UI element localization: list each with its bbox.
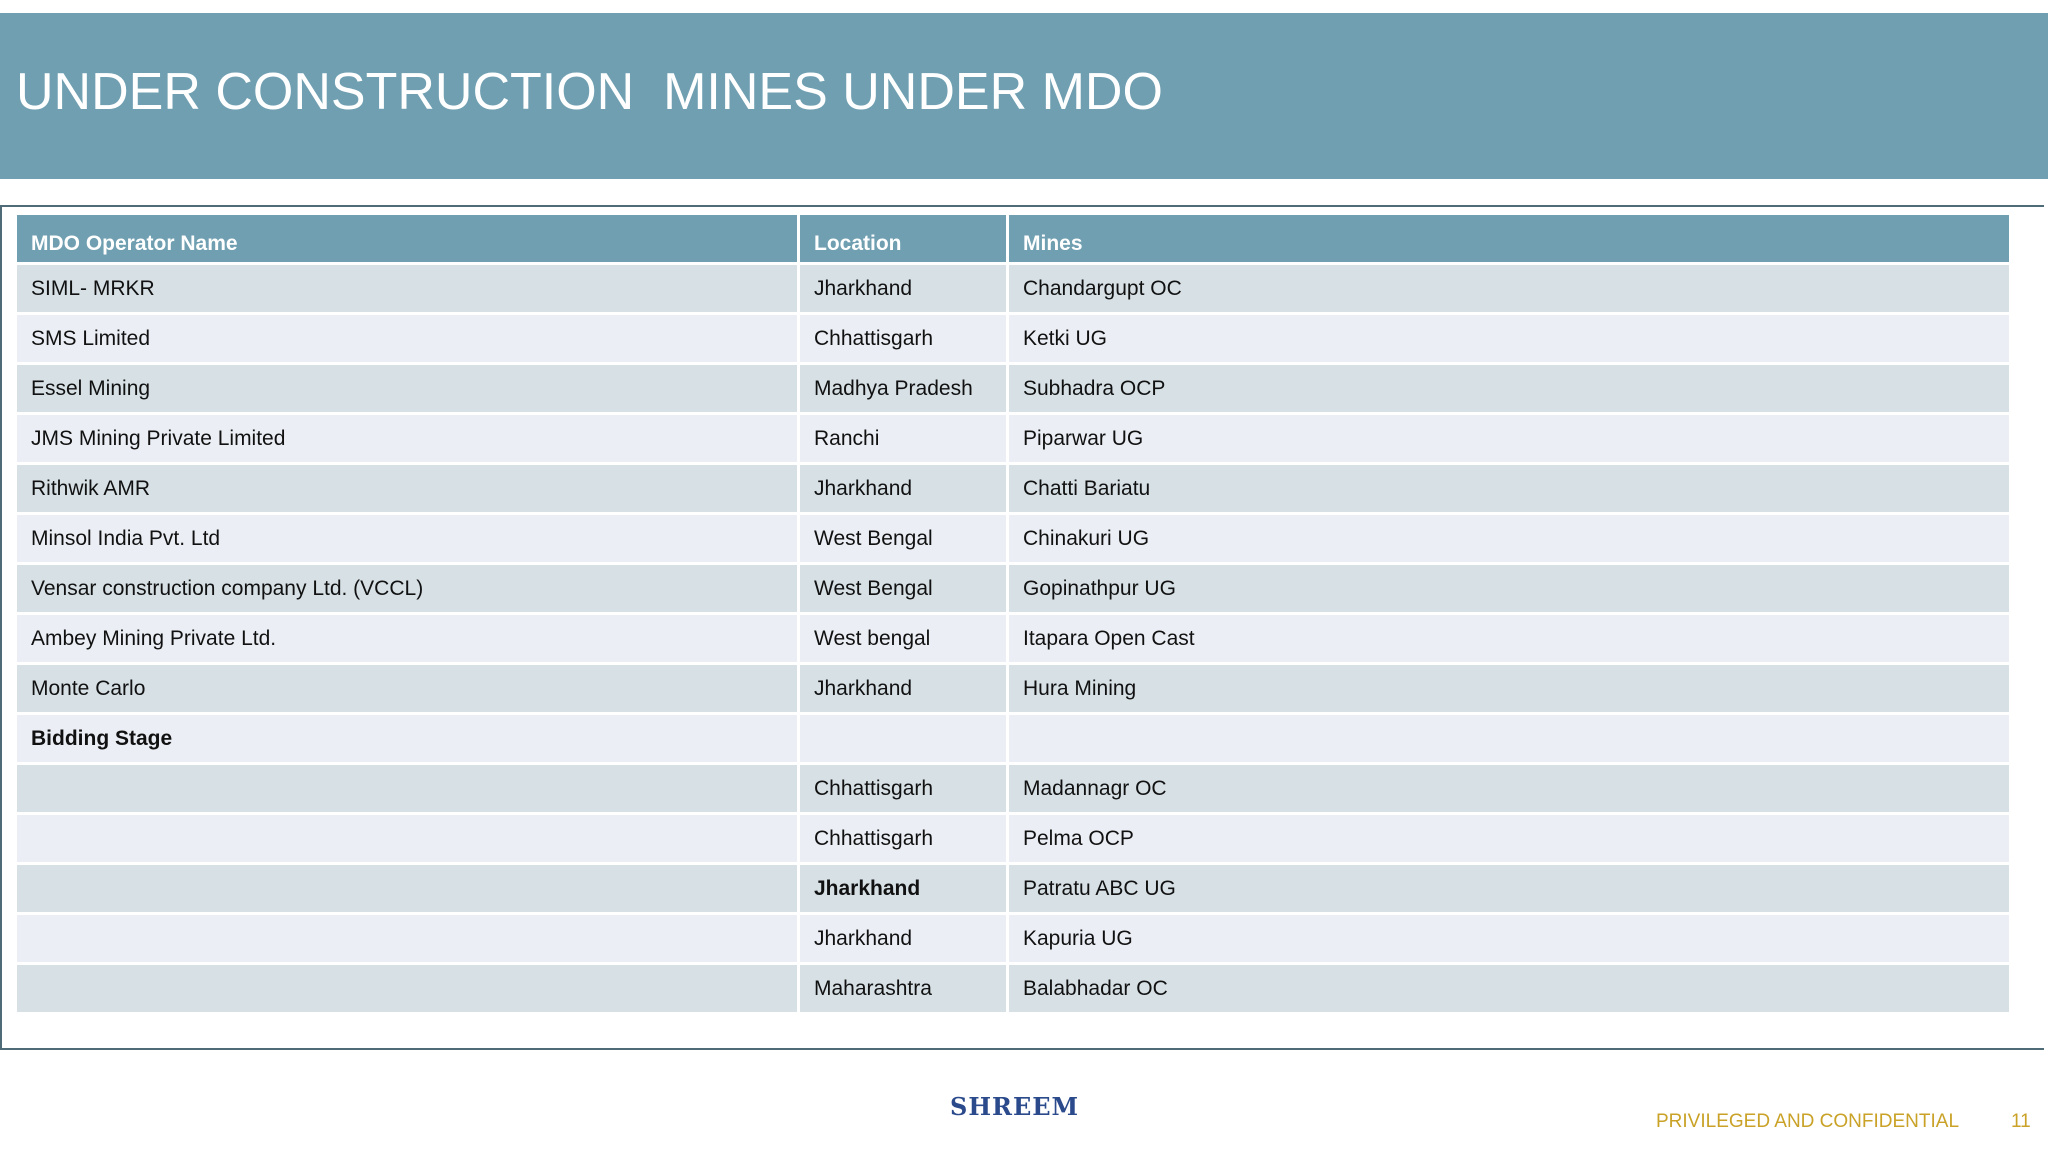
table-row: Rithwik AMR Jharkhand Chatti Bariatu <box>17 465 2009 512</box>
column-header: Mines <box>1009 215 2009 262</box>
table-cell: Piparwar UG <box>1009 415 2009 462</box>
table-cell <box>17 865 797 912</box>
table-frame <box>0 205 2044 1050</box>
table-cell: Subhadra OCP <box>1009 365 2009 412</box>
header-row: MDO Operator Name Location Mines <box>17 215 2009 262</box>
confidential-notice: PRIVILEGED AND CONFIDENTIAL <box>1656 1111 1960 1132</box>
table-cell: Jharkhand <box>800 265 1006 312</box>
table-cell: Kapuria UG <box>1009 915 2009 962</box>
table-row: Jharkhand Patratu ABC UG <box>17 865 2009 912</box>
table-row: Jharkhand Kapuria UG <box>17 915 2009 962</box>
table-cell: Essel Mining <box>17 365 797 412</box>
table-cell: SIML- MRKR <box>17 265 797 312</box>
table-cell: Pelma OCP <box>1009 815 2009 862</box>
table-row: Vensar construction company Ltd. (VCCL) W… <box>17 565 2009 612</box>
table-cell: Jharkhand <box>800 865 1006 912</box>
table-body: SIML- MRKR Jharkhand Chandargupt OC SMS Lim… <box>17 265 2009 1012</box>
table-cell <box>800 715 1006 762</box>
table-cell: Madhya Pradesh <box>800 365 1006 412</box>
table-cell: Jharkhand <box>800 915 1006 962</box>
table-cell: Hura Mining <box>1009 665 2009 712</box>
table-cell: Chinakuri UG <box>1009 515 2009 562</box>
table-row: JMS Mining Private Limited Ranchi Piparwar… <box>17 415 2009 462</box>
table-row: Maharashtra Balabhadar OC <box>17 965 2009 1012</box>
mines-table: MDO Operator Name Location Mines SIML- MRK… <box>14 212 2012 1015</box>
table-cell: West Bengal <box>800 515 1006 562</box>
table-cell: SMS Limited <box>17 315 797 362</box>
table-row: Ambey Mining Private Ltd. West bengal Itap… <box>17 615 2009 662</box>
table-cell: Chhattisgarh <box>800 315 1006 362</box>
table-cell <box>17 815 797 862</box>
table-cell: JMS Mining Private Limited <box>17 415 797 462</box>
column-header: MDO Operator Name <box>17 215 797 262</box>
table-cell: Chhattisgarh <box>800 765 1006 812</box>
table-cell: Monte Carlo <box>17 665 797 712</box>
table-cell <box>1009 715 2009 762</box>
table-cell: Rithwik AMR <box>17 465 797 512</box>
table-row: Chhattisgarh Pelma OCP <box>17 815 2009 862</box>
title: UNDER CONSTRUCTION MINES UNDER MDO <box>16 63 1163 121</box>
table-cell: Minsol India Pvt. Ltd <box>17 515 797 562</box>
table-cell: Ketki UG <box>1009 315 2009 362</box>
table-cell: Gopinathpur UG <box>1009 565 2009 612</box>
table-cell: Patratu ABC UG <box>1009 865 2009 912</box>
table-cell: Jharkhand <box>800 465 1006 512</box>
table-row: SMS Limited Chhattisgarh Ketki UG <box>17 315 2009 362</box>
table-cell <box>17 965 797 1012</box>
table-cell: Itapara Open Cast <box>1009 615 2009 662</box>
table-cell: Chhattisgarh <box>800 815 1006 862</box>
table-cell: Vensar construction company Ltd. (VCCL) <box>17 565 797 612</box>
page-number: 11 <box>2011 1111 2031 1132</box>
table-cell: Ranchi <box>800 415 1006 462</box>
table-cell: West bengal <box>800 615 1006 662</box>
table-cell: Maharashtra <box>800 965 1006 1012</box>
table-row: Minsol India Pvt. Ltd West Bengal Chinakur… <box>17 515 2009 562</box>
table-row: SIML- MRKR Jharkhand Chandargupt OC <box>17 265 2009 312</box>
table-cell: Ambey Mining Private Ltd. <box>17 615 797 662</box>
table-cell <box>17 765 797 812</box>
header-band <box>0 13 2048 179</box>
column-header: Location <box>800 215 1006 262</box>
table-cell: West Bengal <box>800 565 1006 612</box>
table-row: Bidding Stage <box>17 715 2009 762</box>
logo: SHREEM <box>950 1092 1080 1121</box>
table-cell <box>17 915 797 962</box>
table-cell: Madannagr OC <box>1009 765 2009 812</box>
table-cell: Chatti Bariatu <box>1009 465 2009 512</box>
table-cell: Bidding Stage <box>17 715 797 762</box>
table-cell: Jharkhand <box>800 665 1006 712</box>
table-row: Essel Mining Madhya Pradesh Subhadra OCP <box>17 365 2009 412</box>
table-cell: Chandargupt OC <box>1009 265 2009 312</box>
table-row: Chhattisgarh Madannagr OC <box>17 765 2009 812</box>
table-cell: Balabhadar OC <box>1009 965 2009 1012</box>
table-row: Monte Carlo Jharkhand Hura Mining <box>17 665 2009 712</box>
